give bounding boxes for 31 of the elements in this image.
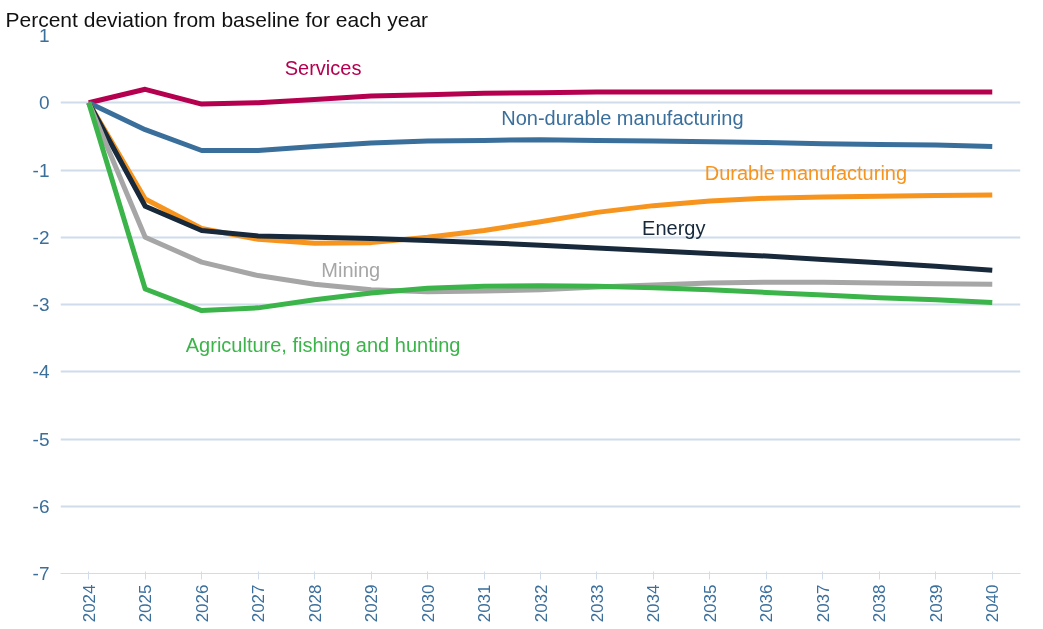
x-tick-label: 2027 [249,584,269,623]
y-tick-label: -5 [32,428,50,450]
series-label: Energy [642,216,706,239]
y-tick-label: -2 [32,226,50,248]
x-tick-label: 2036 [757,584,777,623]
x-tick-label: 2040 [983,584,1003,623]
x-tick-label: 2033 [587,584,607,623]
y-tick-label: -3 [32,294,50,315]
x-tick-label: 2035 [700,584,720,623]
x-tick-label: 2032 [531,584,551,623]
x-tick-label: 2038 [870,584,890,623]
x-tick-label: 2030 [418,584,438,623]
series-label: Mining [321,259,381,282]
x-tick-label: 2031 [475,584,495,623]
y-tick-label: -1 [32,159,50,181]
series-label: Agriculture, fishing and hunting [185,333,461,356]
x-tick-label: 2024 [79,584,99,623]
y-tick-label: 0 [38,92,50,114]
x-tick-label: 2026 [192,584,212,623]
x-tick-label: 2025 [136,584,156,623]
series-label: Services [284,56,362,79]
y-tick-label: -7 [32,563,50,584]
x-tick-label: 2034 [644,584,664,623]
y-tick-label: -4 [32,361,50,383]
x-tick-label: 2029 [362,584,382,623]
x-tick-label: 2028 [305,584,325,623]
series-label: Durable manufacturing [704,161,908,184]
y-tick-label: -6 [32,495,50,517]
x-tick-label: 2037 [813,584,833,623]
series-label: Non-durable manufacturing [501,106,744,129]
x-tick-label: 2039 [926,584,946,623]
